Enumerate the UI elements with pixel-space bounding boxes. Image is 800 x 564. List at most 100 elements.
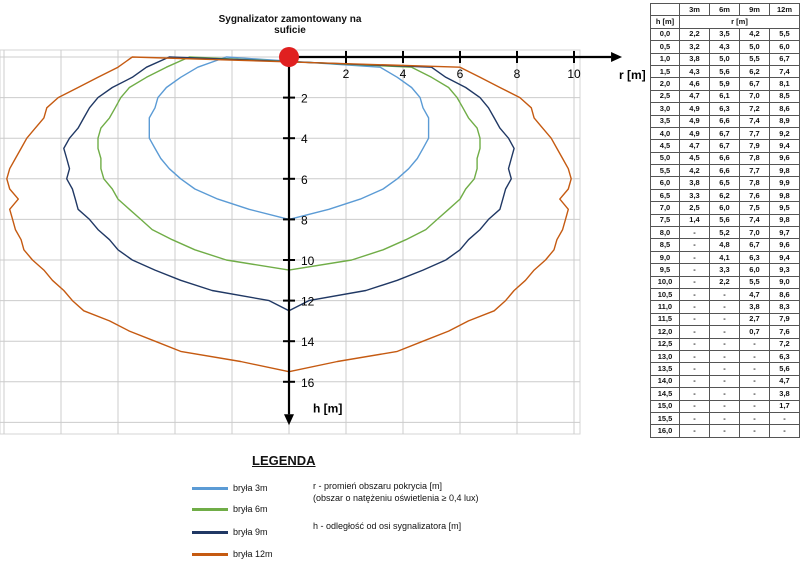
table-cell-r: - [739, 399, 770, 413]
table-cell-r: 4,3 [679, 64, 710, 79]
table-cell-h: 10,0 [650, 275, 680, 290]
table-cell-r: 8,6 [769, 102, 800, 116]
table-cell-r: 7,8 [739, 176, 770, 190]
legend-item-6m: bryła 6m [192, 502, 268, 516]
table-cell-h: 15,0 [650, 399, 680, 413]
table-cell-h: 6,0 [650, 176, 680, 190]
table-cell-h: 7,0 [650, 201, 680, 215]
table-cell-r: 9,3 [769, 263, 800, 277]
table-cell-r: 9,4 [769, 250, 800, 265]
table-row: 15,5- - - - [650, 411, 800, 426]
table-cell-r: - [709, 325, 740, 339]
table-row: 1,0 3,8 5,0 5,5 6,7 [650, 52, 800, 66]
table-cell-r: 8,1 [769, 77, 800, 91]
table-cell-r: - [679, 362, 710, 376]
legend-swatch [192, 530, 228, 534]
table-cell-r: - [739, 362, 770, 376]
table-row: 8,5-4,8 6,7 9,6 [650, 238, 800, 252]
table-cell-r: - [739, 374, 770, 389]
table-cell-r: 7,7 [739, 126, 770, 141]
y-axis-arrow-icon [284, 414, 294, 426]
x-tick-label: 2 [343, 67, 350, 81]
table-cell-r: 7,0 [739, 89, 770, 104]
table-row: 1,5 4,3 5,6 6,2 7,4 [650, 64, 800, 79]
table-header-row: 3m 6m 9m 12m [650, 2, 800, 17]
legend-swatch [192, 486, 228, 490]
table-cell-h: 0,5 [650, 40, 680, 54]
table-cell-h: 6,5 [650, 188, 680, 203]
table-cell-h: 8,5 [650, 238, 680, 252]
table-cell-r: 6,2 [709, 188, 740, 203]
table-cell-r: 6,3 [739, 250, 770, 265]
legend-note-r: r - promień obszaru pokrycia [m] (obszar… [313, 480, 479, 504]
table-cell-h: 4,5 [650, 139, 680, 153]
table-cell-r: - [679, 349, 710, 364]
table-row: 14,0- - -4,7 [650, 374, 800, 389]
table-cell-r: 3,5 [709, 27, 740, 42]
table-cell-r: 9,4 [769, 139, 800, 153]
table-row: 11,5- -2,7 7,9 [650, 312, 800, 327]
table-cell-r: - [679, 287, 710, 302]
table-cell-r: 5,5 [769, 27, 800, 42]
table-header-cell [650, 2, 680, 17]
table-cell-r: 6,7 [739, 238, 770, 252]
y-tick-label: 12 [301, 295, 315, 309]
table-cell-h: 11,0 [650, 300, 680, 314]
table-cell-r: 7,0 [739, 226, 770, 240]
table-row: 2,5 4,7 6,1 7,0 8,5 [650, 89, 800, 104]
x-axis-title: r [m] [619, 68, 645, 82]
y-axis-title: h [m] [313, 401, 342, 415]
table-cell-r: 2,5 [679, 201, 710, 215]
table-cell-r: - [709, 411, 740, 426]
table-row: 7,0 2,5 6,0 7,5 9,5 [650, 201, 800, 215]
table-cell-h: 2,5 [650, 89, 680, 104]
table-cell-h: 5,5 [650, 164, 680, 178]
table-cell-r: 5,5 [739, 52, 770, 66]
table-cell-r: - [709, 349, 740, 364]
table-cell-h: 13,5 [650, 362, 680, 376]
table-cell-r: - [739, 424, 770, 438]
x-tick-label: 4 [400, 67, 407, 81]
table-cell-r: 3,3 [709, 263, 740, 277]
table-cell-r: 0,7 [739, 325, 770, 339]
table-row: 13,5- - -5,6 [650, 362, 800, 376]
table-cell-r: 6,6 [709, 114, 740, 128]
series-line [148, 56, 430, 221]
table-cell-h: 3,0 [650, 102, 680, 116]
table-row: 5,0 4,5 6,6 7,8 9,6 [650, 151, 800, 166]
x-tick-label: 6 [457, 67, 464, 81]
table-cell-r: 7,2 [769, 337, 800, 351]
table-row: 8,0-5,2 7,0 9,7 [650, 226, 800, 240]
note-r-line2: (obszar o natężeniu oświetlenia ≥ 0,4 lu… [313, 493, 479, 503]
table-cell-r: 4,8 [709, 238, 740, 252]
table-row: 16,0- - - - [650, 424, 800, 438]
table-cell-r: - [739, 387, 770, 401]
legend-label: bryła 3m [233, 483, 268, 493]
table-cell-r: - [679, 325, 710, 339]
table-header-cell: 12m [769, 2, 800, 17]
table-cell-r: 6,3 [769, 349, 800, 364]
table-cell-h: 1,0 [650, 52, 680, 66]
table-cell-r: 4,7 [739, 287, 770, 302]
data-table: 3m 6m 9m 12m h [m] r [m] 0,0 2,2 3,5 4,2 5,5… [650, 2, 800, 438]
chart-title: Sygnalizator zamontowany na suficie [218, 14, 362, 36]
table-cell-r: 7,4 [769, 64, 800, 79]
table-cell-h: 16,0 [650, 424, 680, 438]
table-cell-r: 4,7 [679, 89, 710, 104]
table-cell-r: 4,2 [679, 164, 710, 178]
table-cell-r: 9,0 [769, 275, 800, 290]
table-cell-r: - [679, 238, 710, 252]
table-cell-r: 2,2 [709, 275, 740, 290]
table-cell-r: 9,8 [769, 188, 800, 203]
table-cell-r: 7,9 [769, 312, 800, 327]
table-cell-r: - [679, 226, 710, 240]
table-cell-r: 6,3 [709, 102, 740, 116]
table-cell-r: 3,2 [679, 40, 710, 54]
table-cell-r: 4,7 [679, 139, 710, 153]
table-cell-r: 7,4 [739, 114, 770, 128]
table-cell-r: 3,8 [739, 300, 770, 314]
table-cell-r: 9,8 [769, 164, 800, 178]
legend-label: bryła 6m [233, 504, 268, 514]
x-tick-label: 8 [514, 67, 521, 81]
table-cell-r: - [709, 424, 740, 438]
